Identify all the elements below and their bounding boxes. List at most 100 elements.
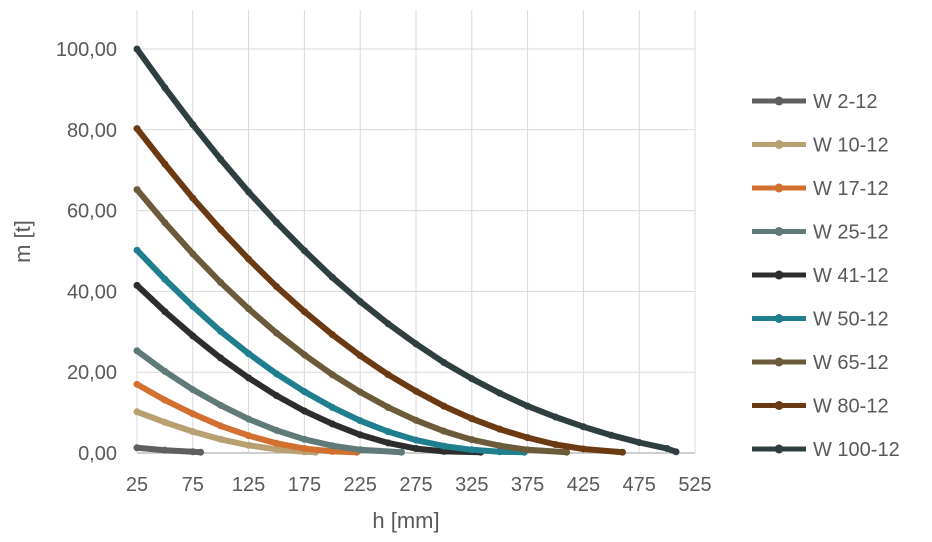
data-point — [161, 84, 169, 92]
legend-swatch-marker — [774, 314, 784, 323]
data-point — [273, 426, 280, 434]
data-point — [273, 392, 280, 400]
data-point — [217, 279, 225, 287]
data-point — [189, 250, 197, 258]
data-point — [328, 447, 336, 455]
legend-item: W 80-12 — [752, 396, 889, 418]
data-point — [607, 431, 615, 439]
data-point — [356, 417, 364, 425]
data-point — [328, 371, 336, 379]
x-tick-label: 275 — [399, 474, 432, 496]
legend-swatch-marker — [774, 401, 784, 410]
data-point — [412, 445, 420, 453]
data-point — [133, 45, 141, 53]
data-point — [328, 403, 336, 411]
legend-label: W 80-12 — [813, 396, 889, 418]
data-point — [412, 416, 420, 424]
data-point — [189, 428, 197, 436]
data-point — [412, 436, 420, 444]
data-point — [468, 446, 476, 454]
data-point — [245, 305, 253, 313]
data-point — [579, 423, 587, 431]
data-point — [133, 347, 141, 355]
data-point — [245, 432, 253, 440]
data-point — [217, 401, 225, 409]
data-point — [189, 121, 197, 129]
data-point — [161, 367, 169, 375]
y-tick-label: 20,00 — [67, 362, 117, 384]
legend-label: W 50-12 — [813, 309, 889, 331]
data-point — [356, 446, 364, 454]
data-point — [672, 448, 680, 456]
x-tick-label: 325 — [455, 474, 488, 496]
data-point — [273, 329, 280, 337]
data-point — [245, 441, 253, 449]
series-line-w-25-12 — [134, 347, 405, 456]
data-point — [618, 448, 626, 456]
series-line-w-10-12 — [134, 408, 319, 456]
data-point — [217, 354, 225, 362]
data-point — [328, 442, 336, 450]
data-point — [189, 332, 197, 340]
data-point — [663, 445, 671, 453]
data-point — [579, 445, 587, 453]
data-point — [384, 428, 392, 436]
axes: 0,00 20,00 40,00 60,00 80,00 100,00 25 75 125 175… — [56, 39, 712, 496]
data-point — [161, 446, 169, 454]
data-point — [133, 380, 141, 388]
legend-swatch-marker — [774, 227, 784, 236]
y-tick-label: 100,00 — [56, 39, 117, 61]
data-point — [440, 427, 448, 435]
data-point — [397, 448, 405, 456]
data-point — [440, 442, 448, 450]
data-point — [412, 387, 420, 395]
legend-label: W 2-12 — [813, 91, 877, 113]
legend-label: W 41-12 — [813, 265, 889, 287]
legend-swatch-marker — [774, 270, 784, 280]
data-point — [300, 445, 308, 453]
legend-item: W 41-12 — [752, 265, 889, 287]
data-point — [273, 370, 280, 378]
data-point — [133, 125, 141, 133]
legend-item: W 50-12 — [752, 309, 889, 331]
data-point — [189, 410, 197, 418]
data-point — [412, 340, 420, 348]
data-point — [161, 160, 169, 168]
data-point — [189, 194, 197, 202]
data-point — [161, 275, 169, 283]
data-point — [300, 388, 308, 396]
data-point — [552, 441, 559, 449]
data-point — [273, 218, 280, 226]
legend-swatch-marker — [774, 444, 784, 454]
x-tick-label: 425 — [567, 474, 600, 496]
data-point — [384, 320, 392, 328]
data-point — [245, 350, 253, 358]
y-tick-label: 80,00 — [67, 120, 117, 142]
data-point — [356, 298, 364, 305]
data-point — [328, 273, 336, 281]
legend-label: W 25-12 — [813, 222, 889, 244]
y-tick-label: 0,00 — [78, 443, 117, 465]
data-point — [300, 247, 308, 255]
y-tick-label: 40,00 — [67, 281, 117, 303]
data-point — [384, 403, 392, 411]
data-point — [133, 408, 141, 416]
data-point — [217, 422, 225, 430]
legend: W 2-12 W 10-12 W 17-12 W 25-12 W 41-12 W 50-1… — [752, 91, 900, 461]
legend-item: W 10-12 — [752, 135, 889, 157]
data-point — [161, 308, 169, 316]
series-line-w-2-12 — [134, 444, 204, 456]
data-point — [161, 418, 169, 426]
series-line-w-80-12 — [134, 125, 626, 456]
data-point — [468, 375, 476, 383]
data-point — [161, 396, 169, 404]
x-tick-label: 225 — [344, 474, 377, 496]
data-point — [133, 246, 141, 254]
data-point — [496, 425, 504, 433]
data-point — [217, 327, 225, 335]
data-point — [217, 226, 225, 234]
data-point — [273, 439, 280, 447]
data-point — [468, 436, 476, 444]
